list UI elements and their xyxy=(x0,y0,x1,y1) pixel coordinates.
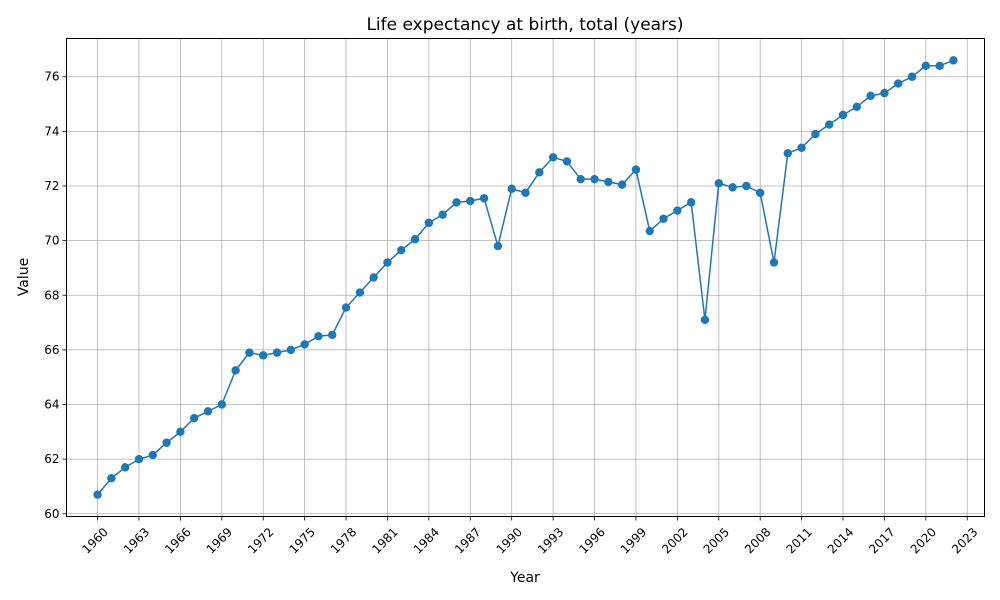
y-tick-label: 60 xyxy=(44,507,59,521)
data-point xyxy=(907,72,917,81)
data-point xyxy=(162,438,171,447)
y-tick-label: 74 xyxy=(44,124,59,138)
data-point xyxy=(673,206,682,215)
data-point xyxy=(590,174,599,184)
y-tick-label: 66 xyxy=(44,343,59,357)
data-point xyxy=(548,153,558,162)
data-point xyxy=(507,184,516,193)
data-point xyxy=(134,454,144,464)
data-point xyxy=(783,149,792,158)
x-axis-label: Year xyxy=(509,570,540,586)
y-axis-ticks: 60 62 64 66 68 70 72 74 76 xyxy=(44,70,67,521)
data-point xyxy=(824,120,834,129)
data-point xyxy=(921,61,931,71)
data-point xyxy=(397,245,406,255)
data-point xyxy=(576,174,585,184)
data-point xyxy=(797,143,806,152)
y-tick-label: 70 xyxy=(44,234,59,248)
data-point xyxy=(562,157,572,166)
data-point xyxy=(383,258,392,267)
data-point xyxy=(314,332,323,341)
data-point xyxy=(769,258,779,267)
data-point xyxy=(617,180,627,189)
data-point xyxy=(231,366,240,375)
data-point xyxy=(631,165,641,174)
data-point xyxy=(866,91,875,101)
data-point xyxy=(341,303,351,312)
data-point xyxy=(148,450,157,460)
data-point xyxy=(272,348,282,357)
chart-title: Life expectancy at birth, total (years) xyxy=(366,15,683,35)
data-point xyxy=(714,179,723,188)
data-point xyxy=(659,214,668,223)
data-point xyxy=(107,474,116,483)
data-point xyxy=(645,226,654,236)
data-point xyxy=(493,241,503,251)
data-point xyxy=(217,400,227,409)
data-point xyxy=(604,177,613,187)
data-point xyxy=(328,330,337,340)
y-tick-label: 68 xyxy=(44,288,59,302)
data-point xyxy=(686,198,696,207)
data-point xyxy=(438,210,447,219)
data-point xyxy=(811,129,820,139)
data-point xyxy=(838,110,848,120)
y-tick-label: 64 xyxy=(44,398,59,412)
data-point xyxy=(245,348,254,357)
data-point xyxy=(935,61,944,71)
grid-lines xyxy=(66,38,985,517)
data-point xyxy=(852,102,862,111)
data-point xyxy=(120,463,130,472)
y-axis-label: Value xyxy=(16,258,32,296)
plot-frame xyxy=(66,38,985,517)
data-series xyxy=(93,56,958,499)
data-point xyxy=(355,288,365,297)
data-point xyxy=(189,413,199,423)
data-point xyxy=(93,490,102,499)
data-point xyxy=(466,196,475,206)
y-tick-label: 72 xyxy=(44,179,59,193)
data-point xyxy=(479,194,489,203)
y-tick-label: 76 xyxy=(44,70,59,84)
data-point xyxy=(755,188,765,198)
data-point xyxy=(535,168,544,177)
data-point xyxy=(300,340,309,349)
data-point xyxy=(410,235,420,244)
data-point xyxy=(700,315,710,325)
data-point xyxy=(452,198,461,207)
data-point xyxy=(286,345,296,355)
y-tick-label: 62 xyxy=(44,452,59,466)
data-point xyxy=(203,407,213,416)
data-point xyxy=(880,88,889,98)
data-point xyxy=(894,79,903,88)
data-point xyxy=(728,183,737,192)
data-point xyxy=(742,181,751,191)
data-point xyxy=(424,218,434,228)
data-point xyxy=(521,188,530,198)
data-point xyxy=(369,273,378,282)
data-point xyxy=(949,56,958,65)
data-point xyxy=(176,427,185,437)
data-point xyxy=(259,351,268,360)
